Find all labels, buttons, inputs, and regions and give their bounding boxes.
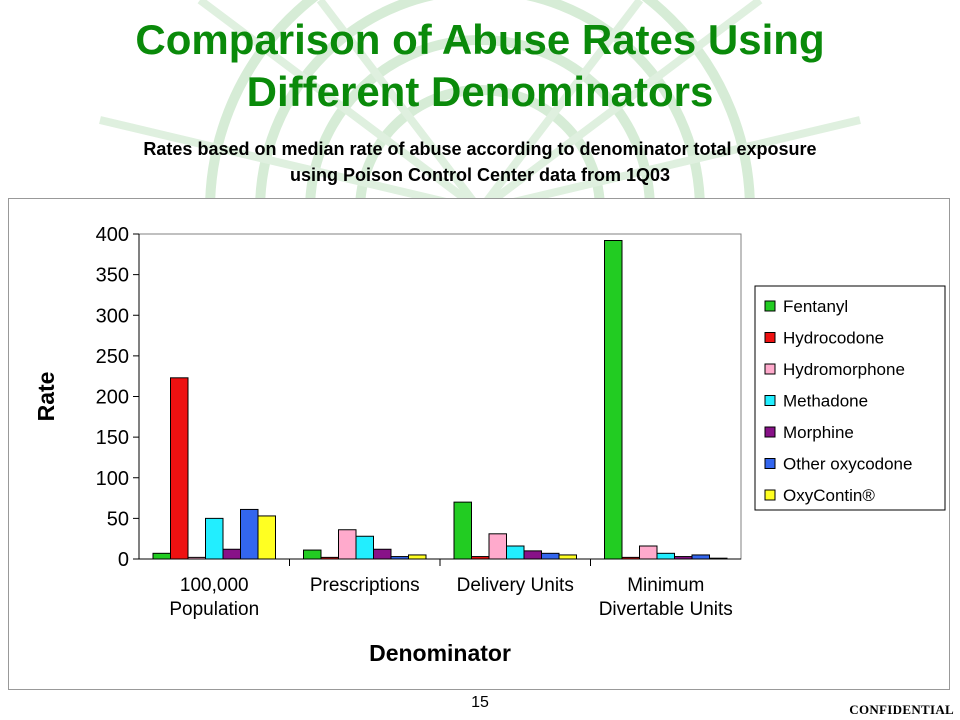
y-tick-label: 400 [96,224,129,246]
y-tick-label: 100 [96,468,129,490]
y-axis-title: Rate [33,372,59,422]
bar-hydromorphone [338,529,357,560]
y-tick-label: 350 [96,265,129,287]
page-title: Comparison of Abuse Rates Using Differen… [0,14,960,118]
bar-oxycontin [408,554,427,560]
legend-swatch [764,426,776,438]
x-tick-label: Divertable Units [599,599,733,620]
x-tick-label: Minimum [627,575,704,596]
confidential-label: CONFIDENTIAL [849,702,954,717]
legend-label: Other oxycodone [783,455,912,474]
legend-swatch [764,300,776,312]
y-tick-label: 300 [96,305,129,327]
legend [754,285,946,511]
bar-morphine [373,548,392,560]
bar-hydrocodone [170,377,189,560]
bar-morphine [523,550,542,560]
bar-fentanyl [453,501,472,560]
bar-methadone [506,545,525,560]
legend-label: Hydrocodone [783,329,884,348]
bar-hydrocodone [471,556,490,560]
bar-other-oxycodone [691,554,710,560]
y-tick-label: 0 [118,549,129,571]
y-tick-label: 150 [96,427,129,449]
y-tick-label: 250 [96,346,129,368]
y-tick-label: 50 [107,508,129,530]
bar-hydromorphone [187,556,206,560]
subtitle-line-2: using Poison Control Center data from 1Q… [289,165,671,185]
bar-chart: 0 50 100 150 200 250 300 350 400 100,000 Populatio… [33,224,946,666]
legend-label: Fentanyl [783,297,848,316]
bar-morphine [674,556,693,560]
bar-methadone [205,517,224,560]
title-line-1: Comparison of Abuse Rates Using [135,16,825,63]
subtitle: Rates based on median rate of abuse acco… [0,136,960,188]
y-tick-label: 200 [96,387,129,409]
subtitle-line-1: Rates based on median rate of abuse acco… [143,139,817,159]
bar-other-oxycodone [240,508,259,560]
bar-hydromorphone [488,533,507,560]
bar-oxycontin [257,515,276,560]
bar-fentanyl [303,549,322,560]
title-line-2: Different Denominators [246,68,714,115]
legend-swatch [764,458,776,469]
legend-swatch [764,363,776,375]
bar-other-oxycodone [390,556,409,560]
bar-fentanyl [604,240,623,560]
legend-swatch [764,395,776,406]
legend-label: Hydromorphone [783,360,905,379]
bar-fentanyl [152,552,171,560]
bar-oxycontin [558,554,577,560]
legend-label: Morphine [783,423,854,442]
legend-label: Methadone [783,392,868,411]
legend-swatch [764,489,776,501]
bar-hydromorphone [639,545,658,560]
legend-label: OxyContin® [783,486,875,505]
bar-morphine [222,548,241,560]
bar-oxycontin [709,557,728,560]
page-number: 15 [471,694,489,711]
bar-methadone [355,535,374,560]
legend-swatch [764,332,776,343]
x-tick-label: 100,000 [180,575,249,596]
chart-frame: 0 50 100 150 200 250 300 350 400 100,000 Populatio… [8,198,950,690]
bar-methadone [656,552,675,560]
x-tick-label: Population [169,599,259,620]
bar-hydrocodone [320,556,339,560]
x-tick-label: Delivery Units [457,575,574,596]
bar-other-oxycodone [541,552,560,560]
plot-area [138,233,742,560]
x-axis-title: Denominator [369,640,511,666]
x-tick-label: Prescriptions [310,575,420,596]
bar-hydrocodone [621,556,640,560]
